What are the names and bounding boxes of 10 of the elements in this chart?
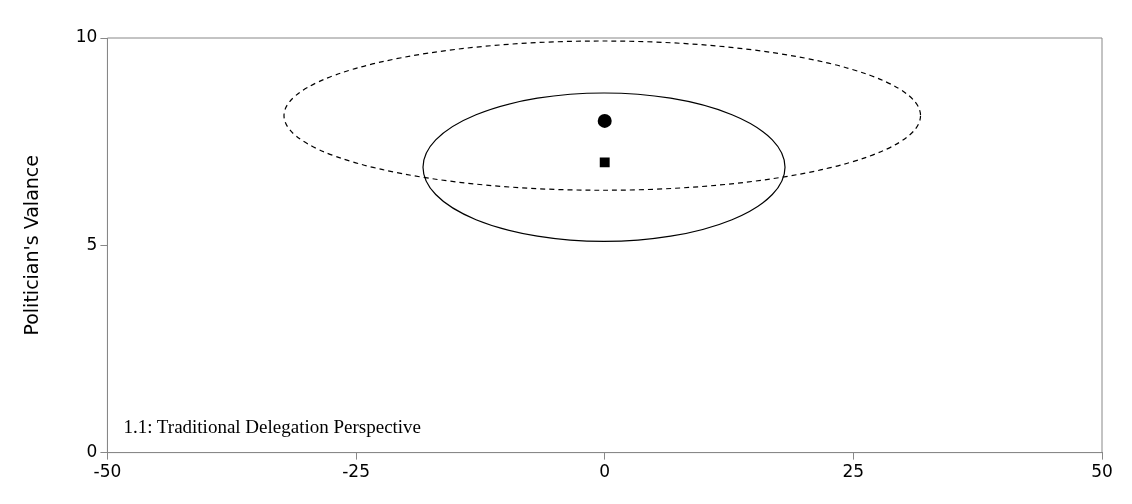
y-tick-label: 5 bbox=[86, 233, 98, 254]
x-tick-label: -50 bbox=[93, 461, 122, 482]
y-tick-label: 10 bbox=[75, 26, 98, 47]
annotation: 1.1: Traditional Delegation Perspective bbox=[123, 415, 422, 437]
x-tick-label: 50 bbox=[1091, 461, 1113, 482]
x-tick-label: 25 bbox=[842, 461, 865, 482]
x-tick-label: -25 bbox=[342, 461, 370, 482]
y-axis-title: Politician's Valance bbox=[20, 155, 43, 336]
y-tick-label: 0 bbox=[86, 441, 98, 462]
x-tick-label: 0 bbox=[599, 461, 611, 482]
